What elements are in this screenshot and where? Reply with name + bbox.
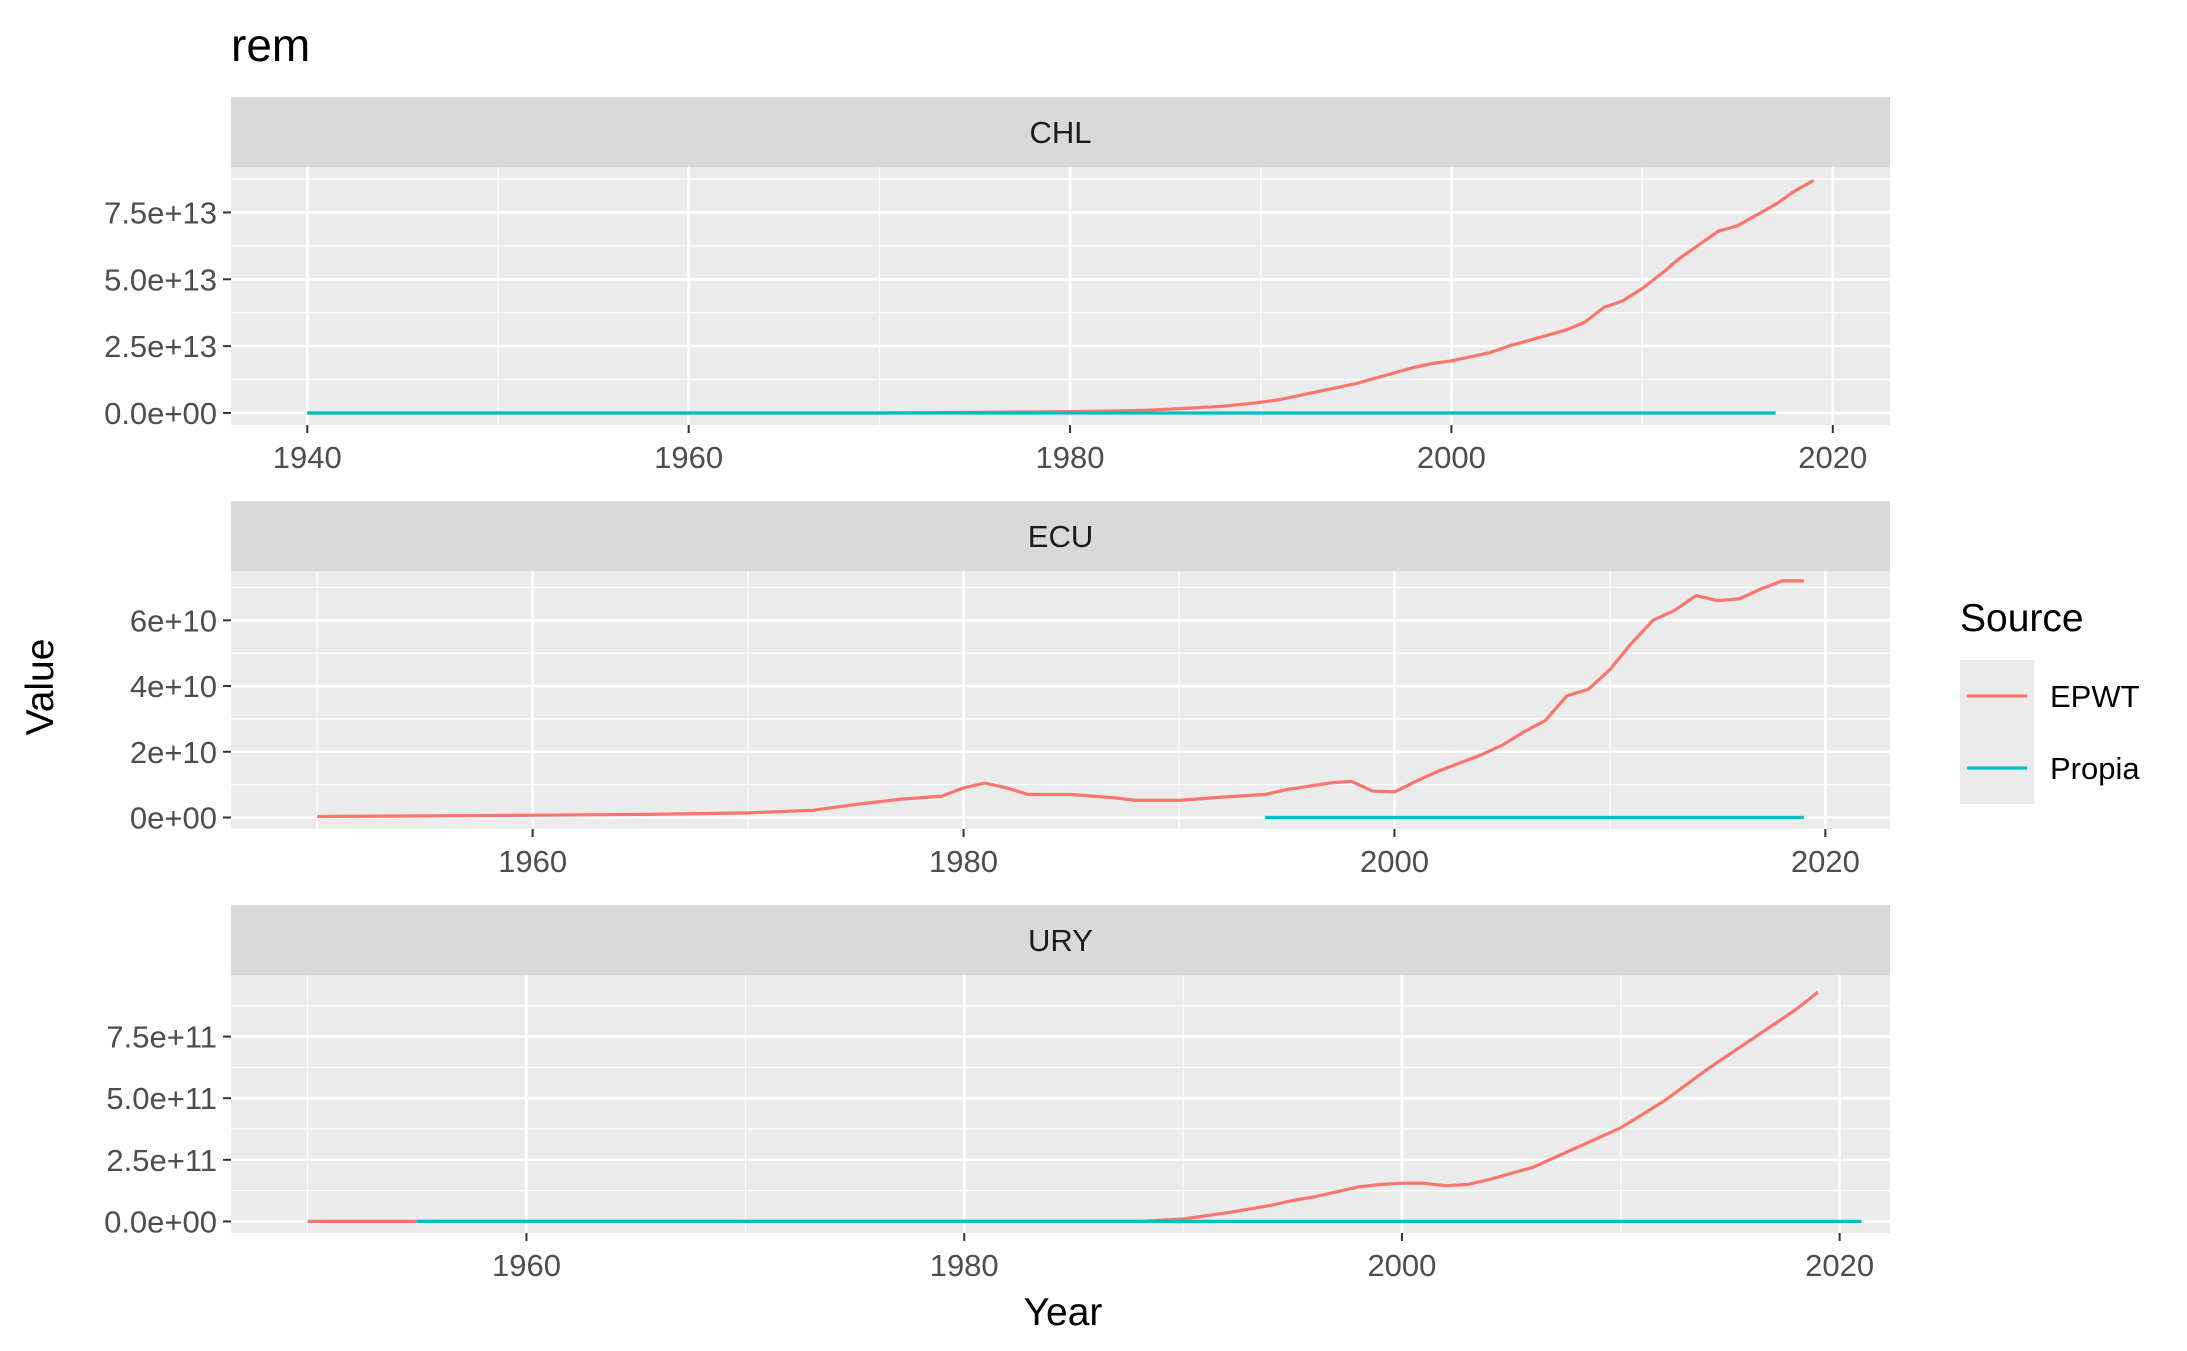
y-tick-label: 5.0e+11 <box>106 1081 217 1116</box>
x-tick-label: 2000 <box>1417 440 1486 475</box>
y-axis-title: Value <box>19 639 62 736</box>
x-tick-label: 1980 <box>929 844 998 879</box>
y-tick-label: 4e+10 <box>130 669 217 704</box>
legend-label-propia: Propia <box>2050 751 2140 786</box>
x-tick-label: 1940 <box>273 440 342 475</box>
y-tick-label: 2e+10 <box>130 735 217 770</box>
series-line-epwt <box>307 179 1815 415</box>
legend-label-epwt: EPWT <box>2050 679 2140 714</box>
facet-panels: CHL 1940 1960 1980 2000 2020 0.0e+00 2.5e+13 5.0… <box>104 97 1890 1283</box>
y-tick-label: 0.0e+00 <box>104 1204 217 1239</box>
panel-background <box>231 571 1890 829</box>
y-tick-label: 0e+00 <box>130 800 217 835</box>
y-tick-label: 0.0e+00 <box>104 396 217 431</box>
x-tick-label: 1960 <box>498 844 567 879</box>
x-tick-label: 1980 <box>1036 440 1105 475</box>
y-tick-label: 2.5e+13 <box>104 329 217 364</box>
x-tick-label: 2020 <box>1791 844 1860 879</box>
y-tick-label: 6e+10 <box>130 603 217 638</box>
legend-title: Source <box>1960 597 2084 640</box>
series-line-epwt <box>317 579 1804 819</box>
x-tick-label: 2000 <box>1360 844 1429 879</box>
y-tick-label: 5.0e+13 <box>104 262 217 297</box>
facet-strip <box>231 97 1890 167</box>
facet-ury: URY 1960 1980 2000 2020 0.0e+00 2.5e+11 5.0e+11… <box>104 905 1890 1283</box>
panel-background <box>231 975 1890 1233</box>
x-tick-label: 2020 <box>1805 1248 1874 1283</box>
x-tick-label: 1980 <box>930 1248 999 1283</box>
facet-chl: CHL 1940 1960 1980 2000 2020 0.0e+00 2.5e+13 5.0… <box>104 97 1890 475</box>
x-tick-label: 2020 <box>1798 440 1867 475</box>
facet-strip-label: URY <box>1028 923 1093 958</box>
x-tick-label: 2000 <box>1367 1248 1436 1283</box>
facet-strip <box>231 501 1890 571</box>
legend: Source EPWT Propia <box>1960 597 2140 804</box>
y-tick-label: 2.5e+11 <box>106 1143 217 1178</box>
y-tick-label: 7.5e+11 <box>106 1020 217 1055</box>
panel-background <box>231 167 1890 425</box>
chart-title: rem <box>231 19 310 71</box>
facet-strip <box>231 905 1890 975</box>
y-tick-label: 7.5e+13 <box>104 195 217 230</box>
facet-strip-label: ECU <box>1028 519 1093 554</box>
x-tick-label: 1960 <box>492 1248 561 1283</box>
facet-ecu: ECU 1960 1980 2000 2020 0e+00 2e+10 4e+10 6e+10 <box>130 501 1890 879</box>
x-tick-label: 1960 <box>654 440 723 475</box>
x-axis-title: Year <box>1024 1291 1103 1334</box>
facet-strip-label: CHL <box>1029 115 1091 150</box>
